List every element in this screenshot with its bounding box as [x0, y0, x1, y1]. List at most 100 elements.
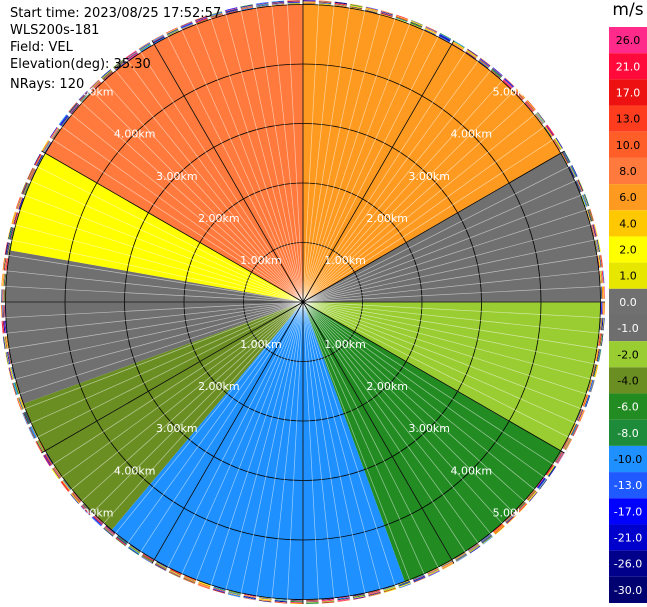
noise-gate [395, 16, 408, 22]
noise-gate [306, 601, 319, 603]
noise-gate [129, 545, 141, 553]
noise-gate [425, 26, 438, 32]
colorbar-band [609, 79, 647, 106]
ray-separator [194, 301, 304, 585]
colorbar-tick-label: -1.0 [617, 322, 638, 335]
noise-gate [582, 194, 588, 207]
noise-gate [1, 289, 2, 302]
noise-gate [3, 320, 5, 334]
noise-gate [588, 209, 593, 222]
noise-gate [303, 1, 316, 3]
ray-separator [302, 0, 320, 303]
ray-separator [11, 301, 304, 381]
noise-gate [44, 141, 52, 153]
azimuth-spokes [1, 0, 605, 604]
noise-gate [571, 165, 578, 177]
noise-gate [465, 51, 476, 60]
colorbar-band [609, 210, 647, 237]
noise-gate [455, 553, 467, 561]
noise-gate [380, 10, 394, 15]
noise-gate [53, 467, 62, 478]
colorbar-tick-label: 0.0 [619, 296, 637, 309]
noise-gate [438, 34, 451, 42]
noise-gate [546, 464, 555, 476]
noise-gate [597, 255, 600, 268]
noise-gate [105, 526, 116, 535]
noise-gate [1, 320, 4, 334]
noise-gate [453, 40, 465, 48]
noise-gate [548, 466, 557, 477]
ring-label: 1.00km [324, 338, 366, 351]
noise-gate [505, 513, 516, 524]
ring-label: 1.00km [240, 254, 282, 267]
colorbar-band [609, 157, 647, 185]
noise-gate [306, 600, 319, 602]
noise-gate [368, 590, 381, 594]
noise-gate [22, 412, 28, 425]
noise-gate [490, 69, 501, 79]
noise-gate [380, 13, 393, 18]
noise-gate [455, 553, 467, 561]
noise-gate [592, 364, 597, 377]
noise-gate [290, 601, 303, 603]
noise-gate [228, 591, 241, 596]
noise-gate [287, 0, 300, 2]
noise-gate [2, 320, 4, 334]
noise-gate [195, 18, 208, 24]
ray-separator [302, 19, 412, 303]
noise-gate [152, 34, 164, 42]
noise-gate [169, 570, 181, 577]
ray-separator [302, 254, 602, 303]
ray-separator [33, 301, 304, 440]
colorbar-tick-label: -8.0 [617, 427, 638, 440]
noise-gate [102, 71, 113, 80]
noise-gate [152, 35, 164, 42]
colorbar-band [609, 393, 647, 420]
noise-gate [9, 227, 14, 240]
noise-gate [478, 59, 489, 68]
noise-gate [602, 302, 604, 315]
noise-gate [94, 514, 104, 524]
noise-gate [334, 1, 348, 4]
noise-gate [595, 239, 599, 253]
nrays-label: NRays: 120 [10, 77, 85, 92]
noise-gate [441, 561, 453, 568]
noise-gate [368, 592, 382, 597]
noise-gate [274, 599, 288, 601]
noise-gate [127, 53, 139, 61]
noise-gate [21, 182, 27, 195]
noise-gate [70, 103, 79, 114]
ring-label: 3.00km [156, 170, 198, 183]
noise-gate [526, 100, 536, 111]
noise-gate [506, 514, 516, 524]
noise-gate [410, 22, 422, 28]
noise-gate [502, 80, 512, 90]
noise-gate [59, 114, 68, 126]
noise-gate [13, 382, 18, 395]
noise-gate [10, 227, 14, 240]
noise-gate [23, 412, 29, 425]
noise-gate [504, 512, 515, 522]
noise-gate [114, 61, 125, 70]
noise-gate [337, 598, 350, 601]
noise-gate [321, 601, 335, 604]
noise-gate [90, 80, 100, 90]
ray-separator [302, 301, 573, 440]
noise-gate [424, 27, 437, 34]
noise-gate [166, 29, 179, 36]
noise-gate [210, 13, 223, 18]
noise-gate [138, 42, 150, 50]
noise-gate [82, 504, 92, 514]
noise-gate [224, 7, 238, 12]
colorbar-tick-label: 13.0 [616, 113, 641, 126]
noise-gate [536, 477, 545, 488]
noise-gate [140, 44, 152, 53]
noise-gate [398, 581, 411, 587]
noise-gate [352, 594, 366, 598]
noise-gate [478, 59, 490, 68]
noise-gate [602, 317, 605, 331]
noise-gate [413, 577, 426, 583]
noise-gate [571, 424, 578, 436]
noise-gate [117, 536, 128, 545]
noise-gate [321, 599, 335, 602]
